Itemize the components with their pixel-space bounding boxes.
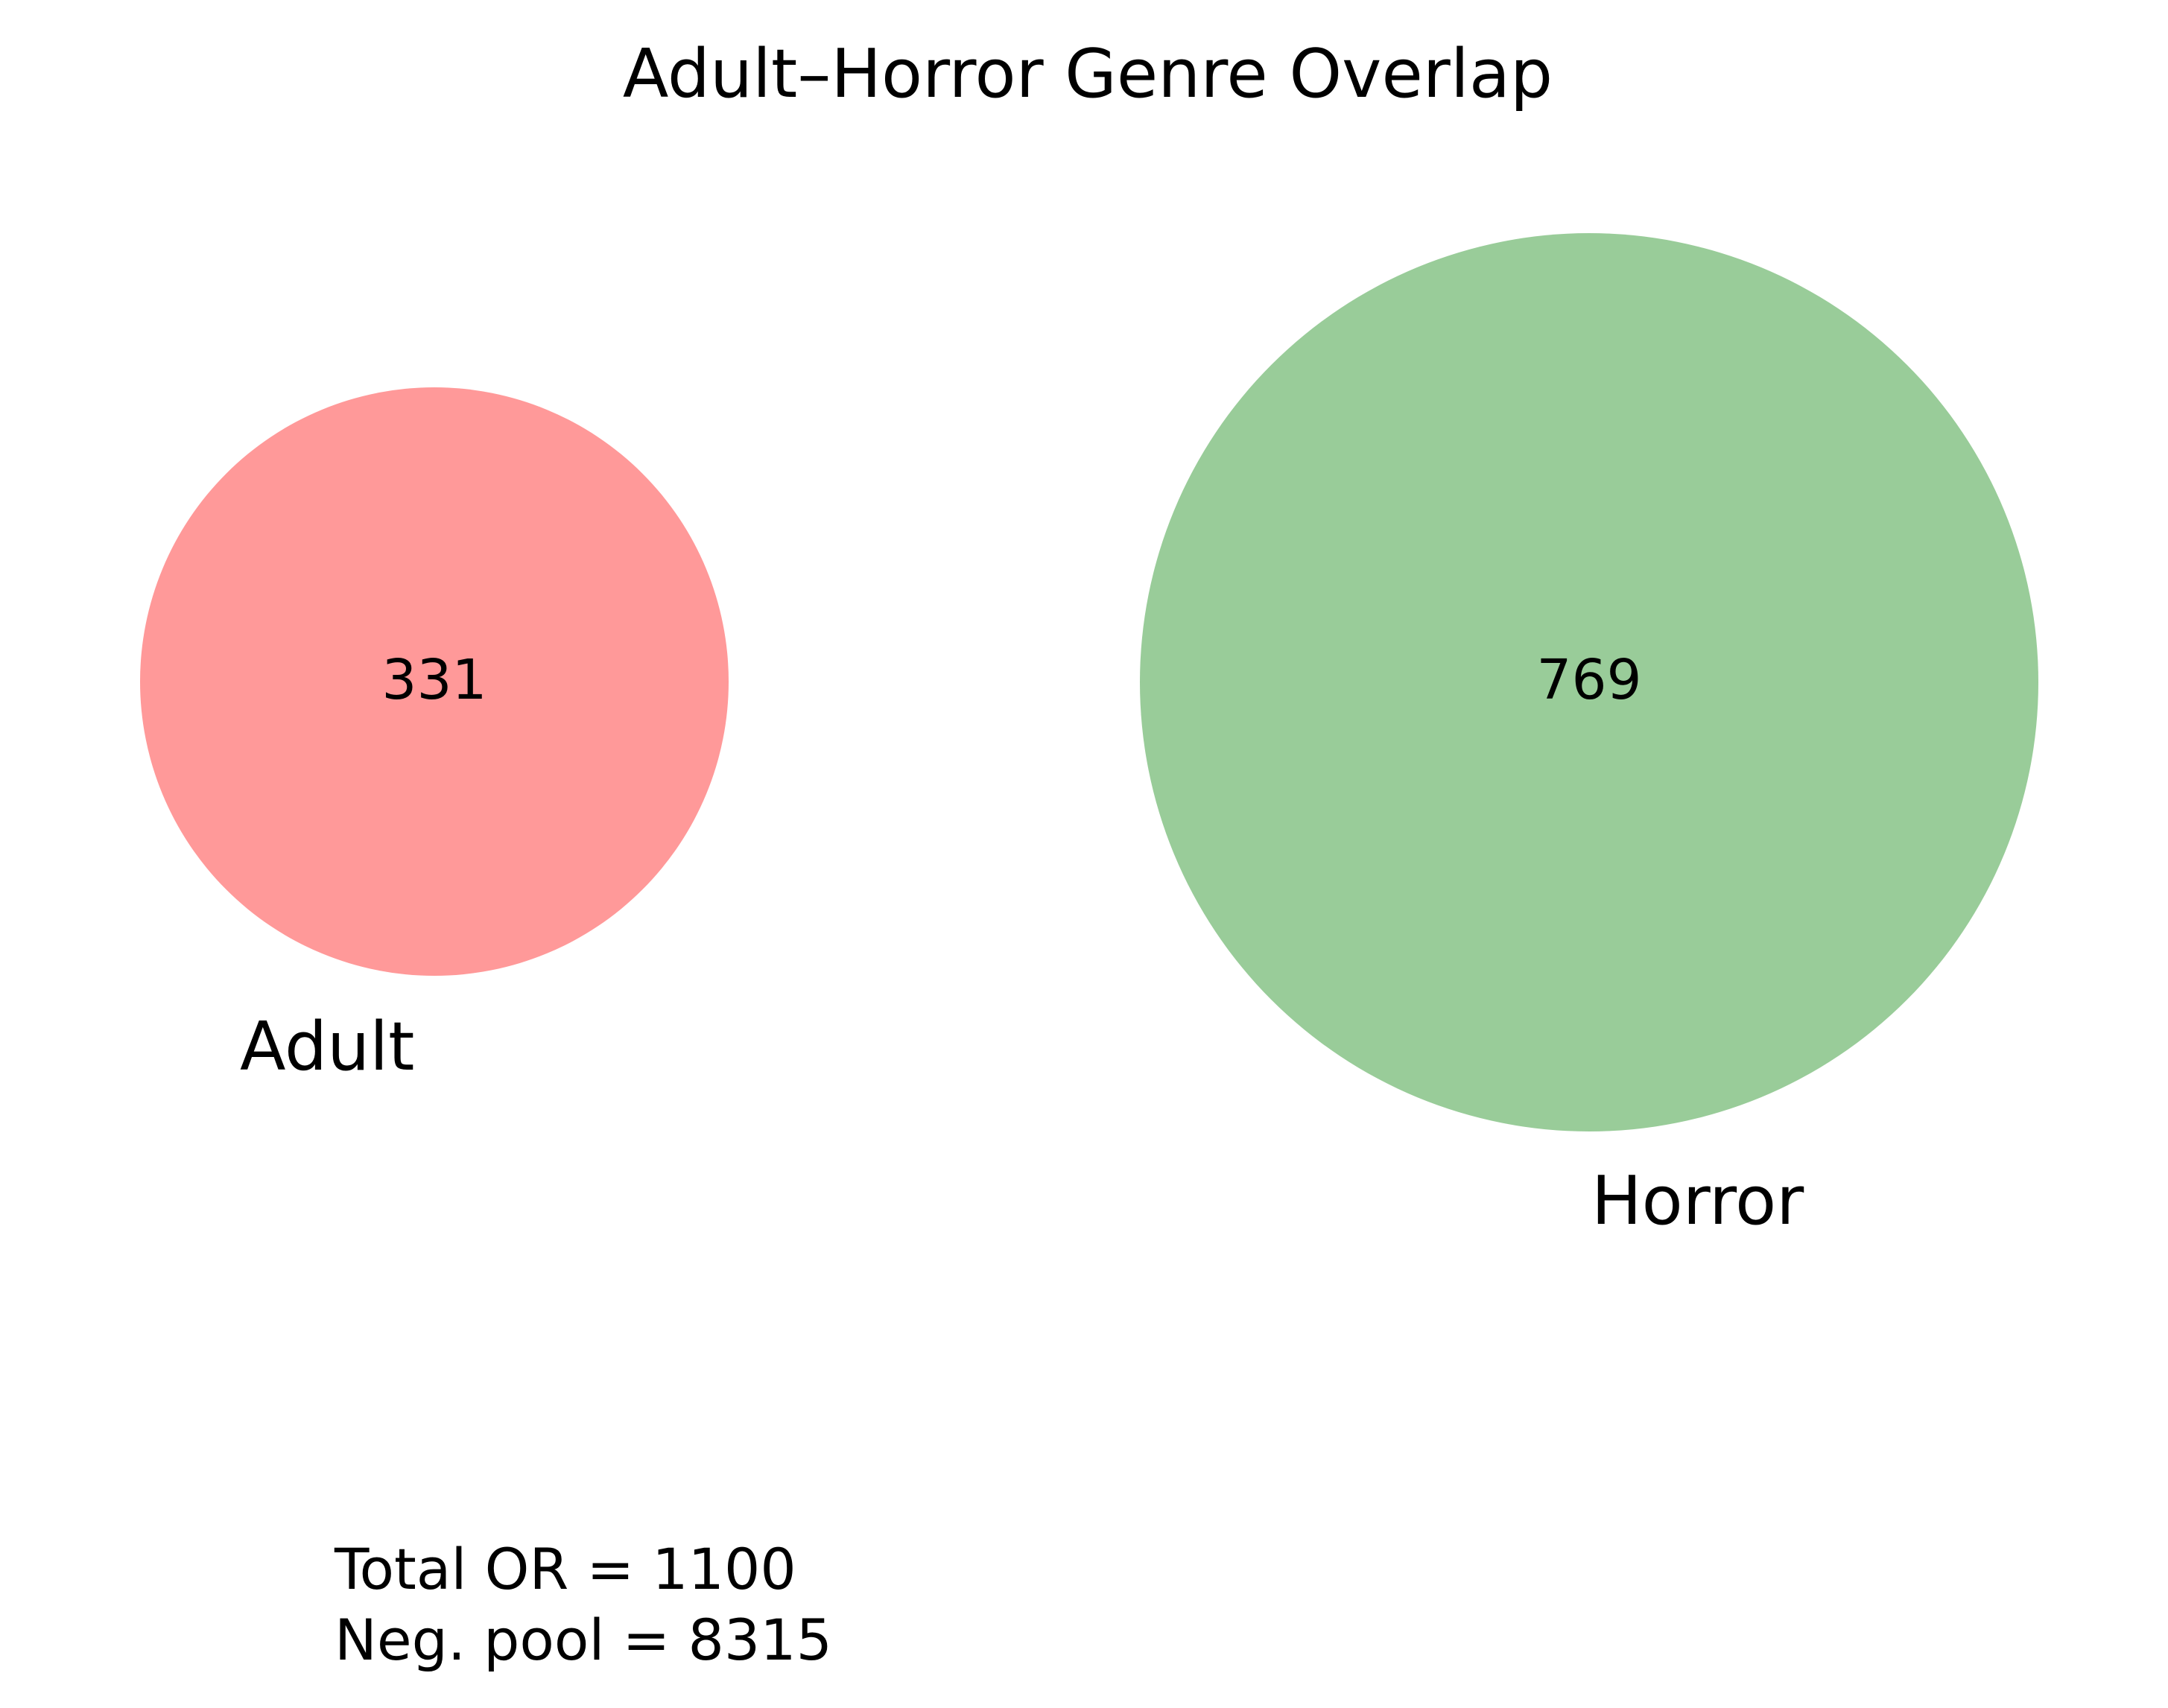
adult-set-circle xyxy=(140,387,729,976)
adult-set-label: Adult xyxy=(240,1008,414,1086)
horror-set-circle xyxy=(1140,233,2038,1131)
chart-title: Adult–Horror Genre Overlap xyxy=(623,35,1553,113)
horror-count-label: 769 xyxy=(1536,648,1641,712)
horror-set-label: Horror xyxy=(1591,1162,1804,1240)
negative-pool-annotation: Neg. pool = 8315 xyxy=(335,1607,832,1673)
adult-count-label: 331 xyxy=(381,648,486,712)
total-or-annotation: Total OR = 1100 xyxy=(334,1536,796,1602)
